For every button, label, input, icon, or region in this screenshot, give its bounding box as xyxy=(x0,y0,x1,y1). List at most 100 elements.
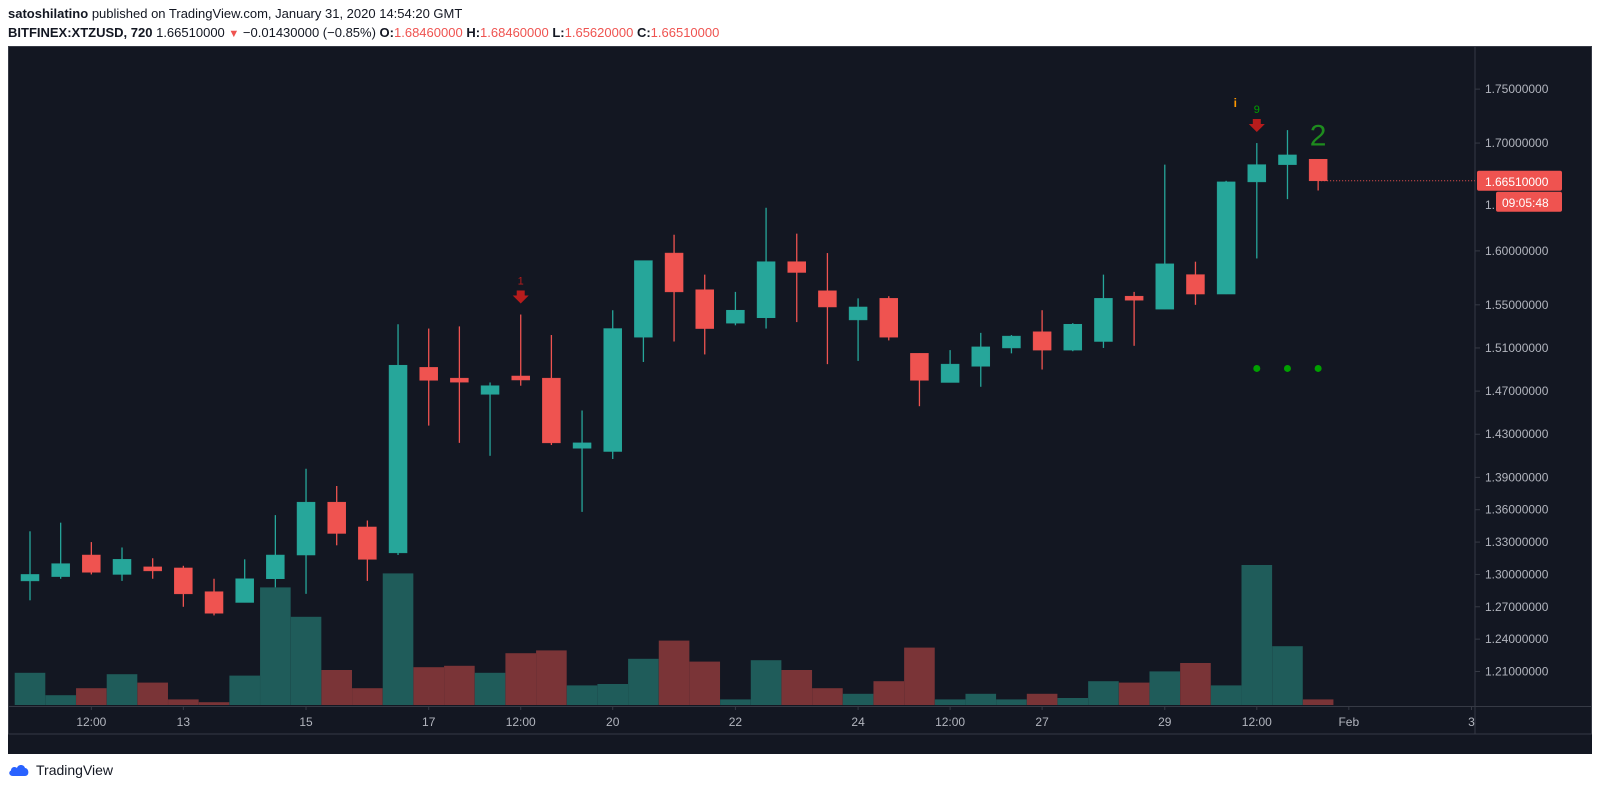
candle-body[interactable] xyxy=(971,346,991,367)
candle-body[interactable] xyxy=(1063,323,1083,351)
volume-bar xyxy=(873,681,905,705)
volume-bar xyxy=(904,647,935,705)
countdown-tag xyxy=(1496,191,1562,212)
candle-body[interactable] xyxy=(450,377,469,383)
time-tick-label: 17 xyxy=(422,715,436,729)
last-price-label: 1.66510000 xyxy=(1485,175,1549,189)
time-tick-label: 15 xyxy=(299,715,313,729)
signal-dot xyxy=(1283,364,1291,372)
candle-body[interactable] xyxy=(879,298,899,338)
volume-bar xyxy=(934,699,966,705)
candle-body[interactable] xyxy=(664,252,684,293)
candle-body[interactable] xyxy=(511,375,530,381)
high-value: 1.68460000 xyxy=(480,25,549,40)
volume-bar xyxy=(76,688,107,705)
volume-bar xyxy=(720,699,751,705)
tradingview-logo[interactable]: TradingView xyxy=(8,762,113,778)
volume-bar xyxy=(658,640,690,705)
candle-body[interactable] xyxy=(174,567,193,595)
price-tick-label: 1.24000000 xyxy=(1485,632,1549,646)
candle-body[interactable] xyxy=(358,526,377,560)
candle-body[interactable] xyxy=(235,578,254,603)
volume-bar xyxy=(536,650,567,705)
candle-body[interactable] xyxy=(1247,164,1267,183)
candle-body[interactable] xyxy=(756,261,776,319)
down-arrow-icon: ▼ xyxy=(228,28,240,40)
candle-body[interactable] xyxy=(204,591,224,614)
volume-bar xyxy=(260,587,291,705)
time-tick-label: 12:00 xyxy=(506,715,536,729)
author-name[interactable]: satoshilatino xyxy=(8,6,89,21)
candle-body[interactable] xyxy=(603,328,622,452)
candle-body[interactable] xyxy=(818,290,837,308)
candle-body[interactable] xyxy=(940,363,960,383)
published-text: published on TradingView.com, January 31… xyxy=(91,6,463,21)
price-tick-label: 1.51000000 xyxy=(1485,341,1549,355)
candle-body[interactable] xyxy=(419,367,438,381)
volume-bar xyxy=(628,658,659,705)
volume-bar xyxy=(1272,646,1303,705)
price-tick-label: 1.33000000 xyxy=(1485,535,1549,549)
candle-body[interactable] xyxy=(634,260,653,338)
volume-bar xyxy=(996,699,1027,705)
volume-bar xyxy=(1241,565,1273,705)
price-tick-label: 1.27000000 xyxy=(1485,600,1549,614)
volume-bar xyxy=(566,685,598,705)
candle-body[interactable] xyxy=(1032,331,1052,351)
close-value: 1.66510000 xyxy=(650,25,720,40)
candle-body[interactable] xyxy=(572,442,592,449)
candle-body[interactable] xyxy=(266,554,285,579)
candle-body[interactable] xyxy=(20,574,40,582)
volume-bar xyxy=(842,693,874,705)
price-tick-label: 1. xyxy=(1485,198,1495,212)
candle-body[interactable] xyxy=(51,563,70,577)
volume-bar xyxy=(198,702,230,705)
candle-body[interactable] xyxy=(480,385,500,395)
volume-bar xyxy=(1210,685,1242,705)
candle-body[interactable] xyxy=(1094,298,1113,342)
publish-info: satoshilatino published on TradingView.c… xyxy=(8,6,462,21)
candle-body[interactable] xyxy=(1155,263,1175,310)
volume-bar xyxy=(1118,682,1150,705)
price-tick-label: 1.39000000 xyxy=(1485,470,1549,484)
candle-body[interactable] xyxy=(1216,181,1236,295)
candle-body[interactable] xyxy=(1278,154,1297,165)
candle-body[interactable] xyxy=(327,501,346,534)
symbol-label: BITFINEX:XTZUSD, 720 xyxy=(8,25,153,40)
candle-body[interactable] xyxy=(82,554,101,573)
last-price-tag xyxy=(1477,170,1562,191)
candle-body[interactable] xyxy=(143,566,162,572)
candle-body[interactable] xyxy=(726,309,745,324)
candle-body[interactable] xyxy=(1308,158,1328,182)
candle-body[interactable] xyxy=(296,501,316,556)
candle-body[interactable] xyxy=(695,289,714,329)
price-tick-label: 1.36000000 xyxy=(1485,503,1549,517)
ohlc-legend: BITFINEX:XTZUSD, 720 1.66510000 ▼ −0.014… xyxy=(8,25,719,40)
sell-signal-icon xyxy=(512,290,529,304)
time-tick-label: 20 xyxy=(606,715,620,729)
candle-body[interactable] xyxy=(848,306,868,321)
volume-bar xyxy=(290,616,322,705)
chart-background xyxy=(8,46,1592,754)
volume-bar xyxy=(474,672,506,705)
brand-name: TradingView xyxy=(36,762,114,778)
cloud-icon xyxy=(9,765,29,776)
candle-body[interactable] xyxy=(1002,335,1021,349)
open-label: O: xyxy=(379,25,394,40)
price-chart[interactable]: 1 9 i 2 1.75000000 1.70000000 1.60000000 1.5500… xyxy=(8,46,1592,754)
high-label: H: xyxy=(466,25,481,40)
candle-body[interactable] xyxy=(542,377,561,444)
candle-body[interactable] xyxy=(1124,295,1144,301)
time-tick-label: Feb xyxy=(1338,715,1359,729)
candle-body[interactable] xyxy=(112,559,132,575)
price-tick-label: 1.60000000 xyxy=(1485,244,1549,258)
candle-body[interactable] xyxy=(787,261,806,273)
candle-body[interactable] xyxy=(388,364,408,554)
candle-body[interactable] xyxy=(910,353,929,381)
volume-bar xyxy=(750,660,782,705)
time-tick-label: 27 xyxy=(1035,715,1049,729)
volume-bar xyxy=(1302,699,1334,705)
time-tick-label: 3 xyxy=(1468,715,1475,729)
candle-body[interactable] xyxy=(1186,274,1205,295)
volume-bar xyxy=(321,670,352,705)
